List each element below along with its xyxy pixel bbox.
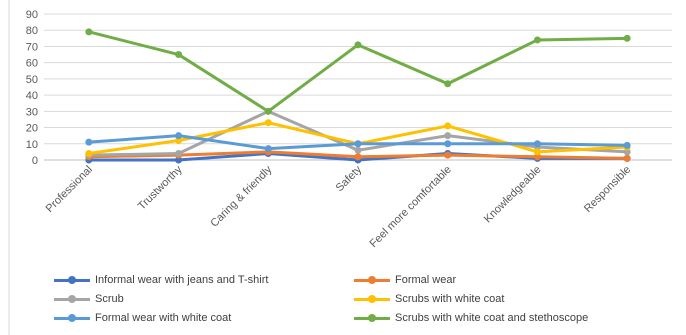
data-point xyxy=(175,51,183,59)
legend-swatch xyxy=(54,294,90,304)
data-point xyxy=(444,140,452,148)
series xyxy=(85,28,631,115)
data-point xyxy=(444,151,452,159)
data-point xyxy=(85,150,93,158)
legend-label: Scrubs with white coat xyxy=(395,292,505,305)
data-point xyxy=(175,137,183,145)
x-tick-label: Feel more comfortable xyxy=(368,164,454,250)
y-tick-label: 50 xyxy=(26,74,38,86)
data-point xyxy=(623,148,631,156)
data-point xyxy=(85,28,93,36)
series xyxy=(85,132,631,153)
data-point xyxy=(354,153,362,161)
legend-swatch xyxy=(354,294,390,304)
legend-label: Formal wear xyxy=(395,273,457,286)
data-point xyxy=(533,148,541,156)
data-point xyxy=(354,146,362,154)
x-tick-label: Professional xyxy=(44,164,95,215)
legend-swatch xyxy=(54,313,90,323)
data-point xyxy=(533,36,541,44)
data-point xyxy=(85,138,93,146)
legend-item: Informal wear with jeans and T-shirt xyxy=(54,270,354,289)
legend-label: Scrubs with white coat and stethoscope xyxy=(395,311,589,324)
y-tick-label: 0 xyxy=(32,155,38,167)
legend-swatch xyxy=(354,275,390,285)
legend-item: Scrubs with white coat xyxy=(354,289,654,308)
legend-item: Scrub xyxy=(54,289,354,308)
data-point xyxy=(264,119,272,127)
y-tick-label: 30 xyxy=(26,106,38,118)
data-point xyxy=(175,132,183,140)
data-point xyxy=(623,154,631,162)
legend-label: Formal wear with white coat xyxy=(95,311,232,324)
data-point xyxy=(264,145,272,153)
legend-item: Formal wear with white coat xyxy=(54,308,354,327)
x-tick-label: Trustworthy xyxy=(136,163,185,212)
data-point xyxy=(444,122,452,130)
data-point xyxy=(354,41,362,49)
series-lines xyxy=(85,28,631,164)
data-point xyxy=(175,150,183,158)
x-tick-label: Responsible xyxy=(582,164,633,215)
legend: Informal wear with jeans and T-shirt For… xyxy=(54,270,674,332)
data-point xyxy=(444,80,452,88)
data-point xyxy=(354,140,362,148)
data-point xyxy=(175,156,183,164)
legend-label: Scrub xyxy=(95,292,124,305)
data-point xyxy=(533,153,541,161)
y-tick-label: 40 xyxy=(26,90,38,102)
legend-item: Scrubs with white coat and stethoscope xyxy=(354,308,654,327)
x-tick-label: Caring & friendly xyxy=(208,163,274,229)
legend-swatch xyxy=(54,275,90,285)
x-axis-ticks: Professional Trustworthy Caring & friendly… xyxy=(44,163,634,250)
y-tick-label: 70 xyxy=(26,41,38,53)
data-point xyxy=(264,107,272,115)
x-tick-label: Safety xyxy=(334,163,365,194)
data-point xyxy=(623,34,631,42)
y-tick-label: 90 xyxy=(26,9,38,21)
data-point xyxy=(623,141,631,149)
y-tick-label: 80 xyxy=(26,25,38,37)
y-axis-ticks: 0 10 20 30 40 50 60 70 80 90 xyxy=(26,9,38,167)
x-tick-label: Knowledgeable xyxy=(482,164,544,226)
y-tick-label: 10 xyxy=(26,139,38,151)
legend-item: Formal wear xyxy=(354,270,654,289)
legend-swatch xyxy=(354,313,390,323)
data-point xyxy=(533,140,541,148)
y-tick-label: 20 xyxy=(26,123,38,135)
data-point xyxy=(444,132,452,140)
y-tick-label: 60 xyxy=(26,58,38,70)
legend-label: Informal wear with jeans and T-shirt xyxy=(95,273,269,286)
